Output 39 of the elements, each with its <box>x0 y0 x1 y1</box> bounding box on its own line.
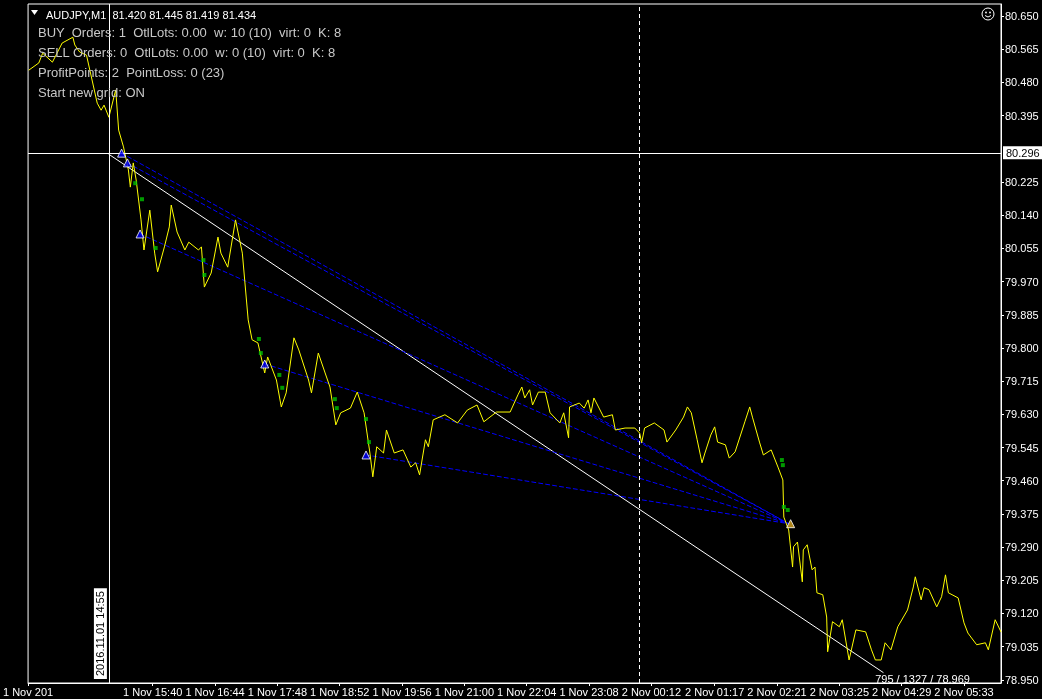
y-tick-label: 79.120 <box>1005 607 1039 620</box>
ref-line-label: 2016.11.01 14:55 <box>94 591 107 676</box>
x-tick-label: 1 Nov 201 <box>2 685 54 698</box>
x-tick-label: 1 Nov 22:04 <box>497 685 557 698</box>
y-tick-label: 80.565 <box>1005 43 1039 56</box>
x-tick-label: 2 Nov 04:29 <box>872 685 932 698</box>
x-tick-label: 2 Nov 00:12 <box>621 685 682 698</box>
ref-line-label: 80.296 <box>1006 146 1040 159</box>
y-tick-label: 79.035 <box>1005 640 1039 653</box>
y-tick-label: 78.950 <box>1005 673 1039 686</box>
x-tick-label: 1 Nov 18:52 <box>310 685 370 698</box>
y-tick-label: 79.715 <box>1005 375 1039 388</box>
x-tick-label: 2 Nov 02:21 <box>747 685 807 698</box>
annotation: 795 / 1327 / 78.969 <box>875 672 970 685</box>
y-tick-label: 79.800 <box>1005 341 1039 354</box>
x-tick-label: 1 Nov 15:40 <box>123 685 183 698</box>
y-tick-label: 80.225 <box>1005 176 1039 189</box>
x-tick-label: 1 Nov 23:08 <box>559 685 619 698</box>
y-tick-label: 79.460 <box>1005 474 1039 487</box>
y-tick-label: 79.630 <box>1005 408 1039 421</box>
y-tick-label: 79.970 <box>1005 275 1039 288</box>
x-tick-label: 1 Nov 19:56 <box>372 685 432 698</box>
x-tick-label: 2 Nov 05:33 <box>934 685 994 698</box>
y-tick-label: 80.055 <box>1005 242 1039 255</box>
chart-title: AUDJPY,M1 81.420 81.445 81.419 81.434 <box>46 8 257 21</box>
y-tick-label: 79.885 <box>1005 308 1039 321</box>
y-tick-label: 80.140 <box>1005 209 1039 222</box>
y-tick-label: 79.545 <box>1005 441 1039 454</box>
x-tick-label: 1 Nov 21:00 <box>434 685 495 698</box>
x-tick-label: 1 Nov 17:48 <box>247 685 308 698</box>
y-tick-label: 79.205 <box>1005 574 1039 587</box>
x-tick-label: 2 Nov 01:17 <box>685 685 745 698</box>
y-tick-label: 79.375 <box>1005 507 1039 520</box>
y-tick-label: 79.290 <box>1005 541 1039 554</box>
y-tick-label: 80.650 <box>1005 10 1039 23</box>
x-tick-label: 1 Nov 16:44 <box>185 685 245 698</box>
y-tick-label: 80.480 <box>1005 76 1039 89</box>
y-tick-label: 80.395 <box>1005 109 1039 122</box>
x-tick-label: 2 Nov 03:25 <box>809 685 869 698</box>
